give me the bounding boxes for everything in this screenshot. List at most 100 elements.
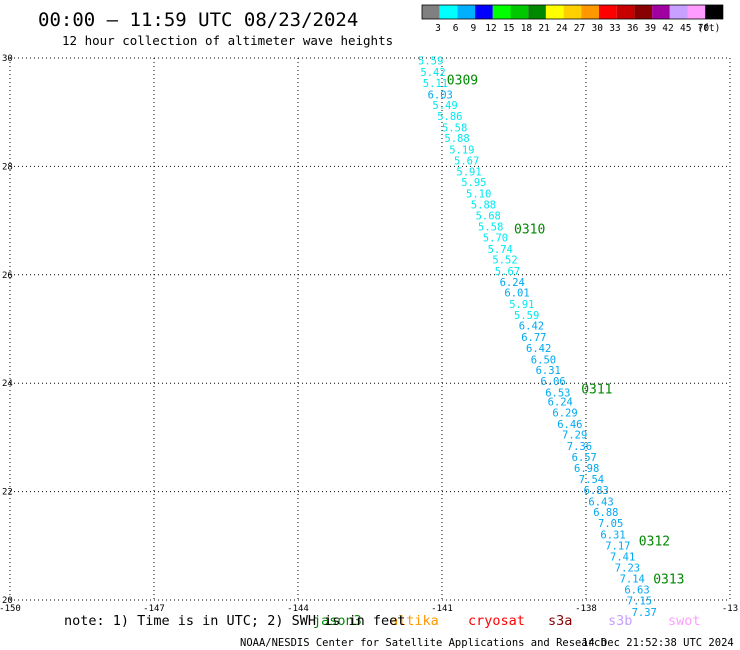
wave-height-label: 6.83 <box>584 485 609 497</box>
satellite-s3a: s3a <box>548 613 572 629</box>
wave-height-label: 6.31 <box>536 365 561 377</box>
legend-swatch <box>599 5 617 19</box>
x-tick-label: -138 <box>575 604 597 614</box>
wave-height-label: 6.03 <box>428 89 453 101</box>
y-tick-label: 30 <box>2 54 13 64</box>
wave-height-label: 5.86 <box>437 111 462 123</box>
wave-height-label: 5.67 <box>454 155 479 167</box>
x-tick-label: -150 <box>0 604 21 614</box>
legend-label: 12 <box>485 23 496 34</box>
legend-label: 6 <box>453 23 459 34</box>
legend-frame <box>421 4 724 20</box>
x-tick-label: -144 <box>287 604 309 614</box>
pass-id-label: 0312 <box>639 534 670 549</box>
wave-height-label: 6.50 <box>531 354 556 366</box>
wave-height-label: 5.70 <box>483 232 508 244</box>
wave-height-label: 6.24 <box>548 397 573 409</box>
wave-height-label: 7.15 <box>627 596 652 608</box>
wave-height-label: 5.67 <box>495 266 520 278</box>
wave-height-label: 5.42 <box>420 67 445 79</box>
legend-swatch <box>669 5 688 19</box>
legend-swatch <box>492 5 511 19</box>
wave-height-label: 7.37 <box>632 607 657 619</box>
wave-height-label: 7.17 <box>605 540 630 552</box>
wave-height-label: 6.29 <box>552 407 577 419</box>
footer-credit: NOAA/NESDIS Center for Satellite Applica… <box>240 637 607 649</box>
legend-swatch <box>457 5 476 19</box>
wave-height-label: 5.19 <box>449 145 474 157</box>
y-tick-label: 20 <box>2 596 13 606</box>
legend-swatch <box>475 5 493 19</box>
legend-label: 33 <box>609 23 620 34</box>
legend-swatch <box>545 5 564 19</box>
wave-height-label: 5.59 <box>418 56 443 68</box>
wave-height-label: 6.88 <box>593 507 618 519</box>
pass-id-label: 0311 <box>581 383 612 398</box>
legend-swatch <box>687 5 706 19</box>
wave-height-label: 7.41 <box>610 552 635 564</box>
legend-label: 24 <box>556 23 568 34</box>
wave-height-label: 6.43 <box>588 496 613 508</box>
satellite-altika: altika <box>390 613 439 629</box>
wave-height-label: 7.54 <box>579 474 604 486</box>
x-tick-label: -141 <box>431 604 453 614</box>
wave-height-label: 5.68 <box>476 211 501 223</box>
legend-swatch <box>563 5 582 19</box>
chart-subtitle: 12 hour collection of altimeter wave hei… <box>62 33 393 48</box>
legend-label: 36 <box>627 23 639 34</box>
wave-height-label: 5.11 <box>423 78 448 90</box>
footer-timestamp: 14 Dec 21:52:38 UTC 2024 <box>582 637 734 649</box>
wave-height-label: 5.95 <box>461 177 486 189</box>
satellite-s3b: s3b <box>608 613 632 629</box>
wave-height-label: 5.91 <box>509 299 534 311</box>
wave-height-label: 6.24 <box>500 277 525 289</box>
wave-height-label: 5.88 <box>471 199 496 211</box>
legend-label: 21 <box>538 23 550 34</box>
y-tick-label: 26 <box>2 271 13 281</box>
wave-height-label: 6.57 <box>572 452 597 464</box>
wave-height-label: 6.01 <box>504 288 529 300</box>
x-tick-label: -13 <box>722 604 738 614</box>
legend-swatch <box>634 5 653 19</box>
wave-height-label: 6.31 <box>600 529 625 541</box>
satellite-legend: jason3 altika cryosat s3a s3b swot <box>313 613 701 629</box>
satellite-swot: swot <box>668 613 701 629</box>
color-legend: 3 6 9 12 15 18 21 24 27 30 33 36 39 42 45 70(ft) <box>421 4 724 34</box>
wave-height-label: 5.88 <box>444 133 469 145</box>
wave-height-label: 5.52 <box>492 255 517 267</box>
wave-height-label: 7.29 <box>562 430 587 442</box>
legend-swatch <box>616 5 635 19</box>
legend-label: 70 <box>698 23 710 34</box>
legend-swatch <box>422 5 440 19</box>
wave-height-label: 7.14 <box>620 573 645 585</box>
wave-height-label: 7.36 <box>567 441 592 453</box>
y-tick-label: 22 <box>2 488 13 498</box>
wave-height-label: 5.91 <box>456 166 481 178</box>
legend-label: 18 <box>521 23 533 34</box>
wave-height-label: 6.06 <box>540 376 565 388</box>
legend-swatch <box>705 5 723 19</box>
wave-height-label: 6.77 <box>521 332 546 344</box>
legend-swatch <box>652 5 670 19</box>
wave-height-label: 5.58 <box>442 122 467 134</box>
wave-height-label: 5.49 <box>432 100 457 112</box>
wave-height-label: 6.63 <box>624 585 649 597</box>
chart-title: 00:00 – 11:59 UTC 08/23/2024 <box>38 9 358 31</box>
wave-height-label: 5.58 <box>478 222 503 234</box>
legend-unit: (ft) <box>697 23 720 34</box>
y-tick-label: 28 <box>2 162 13 172</box>
pass-annotations: 0309 0310 0311 0312 0313 <box>447 74 685 588</box>
data-labels: 5.595.425.116.035.495.865.585.885.195.67… <box>418 56 657 619</box>
legend-label: 45 <box>680 23 691 34</box>
legend-label: 42 <box>662 23 673 34</box>
legend-label: 27 <box>574 23 585 34</box>
wave-height-label: 7.23 <box>615 562 640 574</box>
satellite-cryosat: cryosat <box>468 613 525 629</box>
wave-height-label: 6.42 <box>519 321 544 333</box>
wave-height-label: 6.46 <box>557 419 582 431</box>
y-tick-label: 24 <box>2 379 13 389</box>
wave-height-label: 5.59 <box>514 310 539 322</box>
legend-label: 3 <box>435 23 441 34</box>
pass-id-label: 0310 <box>514 223 545 238</box>
